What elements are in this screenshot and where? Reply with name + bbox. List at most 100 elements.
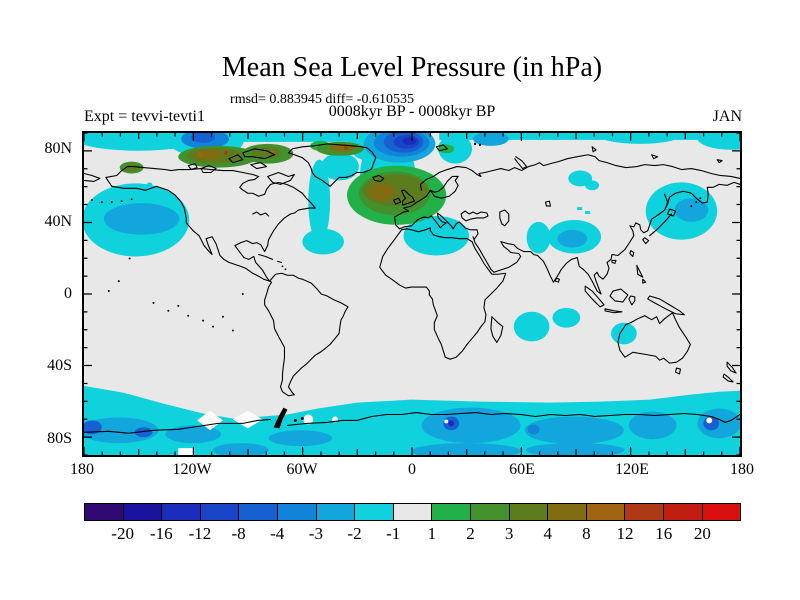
polar-gap xyxy=(303,414,314,425)
blob xyxy=(439,133,740,140)
colorbar-box xyxy=(84,503,124,521)
coast-east-south-asia xyxy=(472,181,740,295)
blob xyxy=(103,203,180,235)
blob xyxy=(438,133,473,164)
blob xyxy=(473,133,509,146)
colorbar-box xyxy=(547,503,587,521)
colorbar-tick-label: 20 xyxy=(693,524,711,543)
colorbar-box xyxy=(701,503,742,521)
blob xyxy=(525,443,625,455)
blob xyxy=(191,133,215,143)
blob xyxy=(84,133,423,142)
island-dot xyxy=(695,201,698,204)
colorbar-tick-label: -8 xyxy=(231,524,246,543)
blob xyxy=(513,311,550,342)
blob xyxy=(585,180,600,191)
colorbar-box xyxy=(624,503,664,521)
coast-iceland xyxy=(372,174,385,182)
colorbar-tick-label: 1 xyxy=(427,524,437,543)
island-dot xyxy=(100,201,103,204)
x-axis-labels: 180 120W 60W 0 60E 120E 180 xyxy=(70,461,754,483)
blob xyxy=(197,152,203,158)
colorbar-tick-label: 4 xyxy=(543,524,553,543)
colorbar-box xyxy=(431,503,471,521)
positive-anomalies xyxy=(119,140,455,225)
x-tick-label: 0 xyxy=(408,461,416,478)
blob xyxy=(268,430,333,447)
colorbar-tick-label: -4 xyxy=(270,524,285,543)
page-title: Mean Sea Level Pressure (in hPa) xyxy=(221,52,603,83)
blob xyxy=(367,183,396,202)
blob xyxy=(195,149,223,160)
coast-britain xyxy=(401,189,416,206)
island-dot xyxy=(221,315,224,318)
coast-chukotka xyxy=(84,172,101,182)
coast-mediterranean-north xyxy=(399,212,479,241)
coast-ireland xyxy=(393,197,402,205)
experiment-label: Expt = tevvi-tevti1 xyxy=(84,108,205,125)
antarctic-peninsula xyxy=(273,407,288,429)
polar-gap xyxy=(706,417,713,424)
island-dot xyxy=(478,143,482,147)
blob xyxy=(421,407,521,444)
coast-caribbean xyxy=(258,253,283,263)
island-dot xyxy=(202,319,205,322)
island-dot xyxy=(152,301,155,304)
colorbar-box xyxy=(199,503,240,521)
southern-ocean-anomalies xyxy=(84,385,740,455)
blob xyxy=(223,150,228,155)
island-dot xyxy=(110,201,113,204)
coast-sri-lanka xyxy=(554,277,560,283)
island-dot xyxy=(231,329,234,332)
colorbar-tick-label: -12 xyxy=(188,524,212,543)
island-dot xyxy=(690,205,693,208)
coast-new-guinea xyxy=(647,295,685,316)
y-tick-label: 80N xyxy=(44,140,72,158)
island-dot xyxy=(284,268,287,271)
colorbar-tick-label: 16 xyxy=(655,524,673,543)
island-dot xyxy=(300,416,304,420)
colorbar-box xyxy=(122,503,163,521)
blob xyxy=(552,307,581,328)
colorbar-tick-label: 2 xyxy=(466,524,475,543)
colorbar-box xyxy=(354,503,394,521)
island-dot xyxy=(90,199,93,202)
land-marks xyxy=(90,142,702,429)
colorbar-tick-label: 12 xyxy=(616,524,634,543)
map-canvas xyxy=(84,133,740,455)
colorbar-box xyxy=(315,503,356,521)
blob xyxy=(524,416,624,445)
coast-antarctica xyxy=(84,411,740,434)
colorbar-tick-label: 3 xyxy=(504,524,514,543)
island-dot xyxy=(107,290,110,293)
blob xyxy=(697,133,740,150)
x-tick-label: 180 xyxy=(730,461,754,478)
blob xyxy=(321,152,359,181)
coast-new-zealand xyxy=(722,361,737,383)
colorbar-box xyxy=(276,503,317,521)
blob xyxy=(308,159,331,243)
coast-borneo xyxy=(609,288,629,303)
island-dot xyxy=(128,257,131,260)
coastlines xyxy=(84,143,740,434)
coast-black-sea xyxy=(460,210,489,222)
colorbar-tick-label: -1 xyxy=(386,524,401,543)
midlat-anomalies xyxy=(84,170,718,345)
y-axis-labels: 80N 40N 0 40S 80S xyxy=(30,131,76,457)
coast-svalbard-nz-islands xyxy=(435,144,723,170)
blob xyxy=(600,133,680,144)
coast-australia xyxy=(617,312,691,364)
blob xyxy=(213,443,269,455)
coast-iberia-atlantic xyxy=(394,175,459,230)
x-tick-label: 180 xyxy=(70,461,94,478)
island-dot xyxy=(473,142,477,146)
x-tick-label: 120W xyxy=(172,461,212,478)
y-tick-label: 40N xyxy=(44,212,72,230)
blob xyxy=(610,322,637,345)
colorbar-box xyxy=(662,503,703,521)
y-tick-label: 40S xyxy=(47,357,72,375)
blob xyxy=(302,228,345,255)
colorbar-box xyxy=(161,503,201,521)
blob xyxy=(165,425,221,444)
